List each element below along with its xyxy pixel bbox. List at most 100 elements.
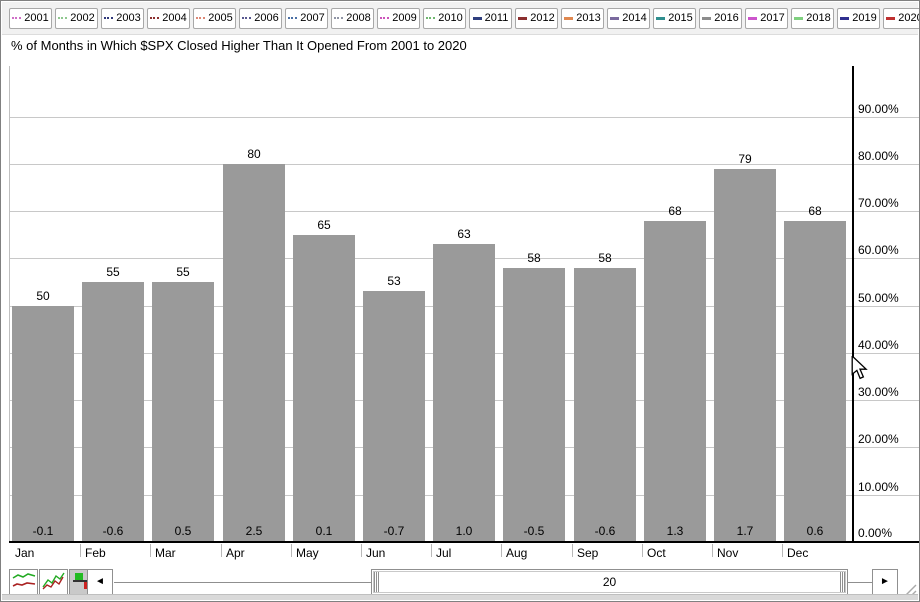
line-chart-mode-button[interactable]: [9, 569, 38, 596]
bar-jul[interactable]: [433, 244, 495, 541]
legend-year-button-2006[interactable]: 2006: [239, 7, 282, 29]
year-line-swatch-icon: [748, 16, 758, 20]
year-label: 2007: [300, 12, 325, 24]
y-tick-label-0: 0.00%: [858, 526, 893, 540]
x-tick-separator: [782, 544, 783, 557]
x-tick-label-sep: Sep: [577, 546, 599, 560]
legend-year-button-2001[interactable]: 2001: [9, 7, 52, 29]
year-line-swatch-icon: [380, 17, 390, 19]
y-tick-label-70: 70.00%: [858, 196, 899, 210]
bar-change-label: -0.1: [32, 524, 54, 538]
year-label: 2004: [162, 12, 187, 24]
year-line-swatch-icon: [426, 17, 436, 19]
legend-year-button-2014[interactable]: 2014: [607, 7, 650, 29]
year-line-swatch-icon: [518, 16, 528, 20]
bar-jun[interactable]: [363, 291, 425, 541]
y-tick-label-60: 60.00%: [858, 243, 899, 257]
y-tick-label-20: 20.00%: [858, 432, 899, 446]
legend-year-button-2002[interactable]: 2002: [55, 7, 98, 29]
y-tick-label-30: 30.00%: [858, 385, 899, 399]
scrollbar-thumb[interactable]: 20: [371, 569, 848, 595]
bar-value-label: 80: [247, 147, 261, 161]
year-line-swatch-icon: [12, 17, 22, 19]
legend-year-button-2010[interactable]: 2010: [423, 7, 466, 29]
thumb-left-grip: [374, 572, 379, 592]
year-line-swatch-icon: [58, 17, 68, 19]
zigzag-chart-mode-button[interactable]: [39, 569, 68, 596]
year-label: 2012: [530, 12, 555, 24]
legend-year-button-2007[interactable]: 2007: [285, 7, 328, 29]
x-tick-separator: [80, 544, 81, 557]
thumb-right-grip: [840, 572, 845, 592]
legend-year-button-2012[interactable]: 2012: [515, 7, 558, 29]
bar-value-label: 68: [668, 204, 682, 218]
bar-mar[interactable]: [152, 282, 214, 541]
bar-nov[interactable]: [714, 169, 776, 541]
bar-value-label: 65: [317, 218, 331, 232]
legend-year-button-2009[interactable]: 2009: [377, 7, 420, 29]
y-axis-line: [852, 66, 854, 542]
bar-feb[interactable]: [82, 282, 144, 541]
year-label: 2001: [24, 12, 49, 24]
year-line-swatch-icon: [334, 17, 344, 19]
scroll-left-button[interactable]: ◄: [87, 569, 113, 595]
bar-change-label: 1.3: [666, 524, 684, 538]
bar-may[interactable]: [293, 235, 355, 541]
year-line-swatch-icon: [656, 16, 666, 20]
bar-oct[interactable]: [644, 221, 706, 541]
bar-value-label: 58: [527, 251, 541, 265]
year-label: 2011: [484, 12, 509, 24]
year-label: 2020: [898, 12, 919, 24]
year-label: 2008: [346, 12, 371, 24]
bar-change-label: 0.1: [315, 524, 333, 538]
bar-value-label: 53: [387, 274, 401, 288]
legend-year-button-2008[interactable]: 2008: [331, 7, 374, 29]
legend-year-button-2020[interactable]: 2020: [883, 7, 919, 29]
x-tick-label-jul: Jul: [436, 546, 452, 560]
legend-year-button-2004[interactable]: 2004: [147, 7, 190, 29]
gridline-90: [9, 117, 919, 118]
legend-year-button-2005[interactable]: 2005: [193, 7, 236, 29]
bar-change-label: 0.5: [174, 524, 192, 538]
x-tick-label-nov: Nov: [717, 546, 739, 560]
bar-dec[interactable]: [784, 221, 846, 541]
legend-year-button-2017[interactable]: 2017: [745, 7, 788, 29]
year-label: 2005: [208, 12, 233, 24]
bar-sep[interactable]: [574, 268, 636, 541]
x-tick-separator: [642, 544, 643, 557]
chart-title: % of Months in Which $SPX Closed Higher …: [11, 38, 467, 53]
legend-year-button-2016[interactable]: 2016: [699, 7, 742, 29]
x-tick-separator: [150, 544, 151, 557]
year-label: 2019: [852, 12, 877, 24]
y-tick-label-80: 80.00%: [858, 149, 899, 163]
bar-value-label: 63: [457, 227, 471, 241]
gridline-80: [9, 164, 919, 165]
x-tick-label-may: May: [296, 546, 319, 560]
year-line-swatch-icon: [610, 16, 620, 20]
legend-year-button-2011[interactable]: 2011: [469, 7, 512, 29]
legend-year-button-2013[interactable]: 2013: [561, 7, 604, 29]
bar-aug[interactable]: [503, 268, 565, 541]
legend-year-button-2019[interactable]: 2019: [837, 7, 880, 29]
scroll-right-button[interactable]: ►: [872, 569, 898, 595]
left-arrow-icon: ◄: [95, 576, 105, 587]
line-chart-icon: [12, 571, 36, 594]
year-legend-bar: 2001 2002 2003 2004 2005 2006 2007 2008 2009 2010…: [2, 2, 919, 35]
scrollbar-thumb-border: [373, 571, 846, 593]
x-tick-separator: [572, 544, 573, 557]
x-tick-label-aug: Aug: [506, 546, 528, 560]
year-line-swatch-icon: [564, 16, 574, 20]
legend-year-button-2018[interactable]: 2018: [791, 7, 834, 29]
bar-jan[interactable]: [12, 306, 74, 541]
legend-year-button-2003[interactable]: 2003: [101, 7, 144, 29]
year-line-swatch-icon: [794, 16, 804, 20]
bar-apr[interactable]: [223, 164, 285, 541]
plot-left-border: [9, 66, 10, 542]
bar-change-label: -0.5: [523, 524, 545, 538]
x-tick-separator: [712, 544, 713, 557]
y-tick-label-40: 40.00%: [858, 338, 899, 352]
legend-year-button-2015[interactable]: 2015: [653, 7, 696, 29]
year-label: 2003: [116, 12, 141, 24]
bar-change-label: 2.5: [245, 524, 263, 538]
